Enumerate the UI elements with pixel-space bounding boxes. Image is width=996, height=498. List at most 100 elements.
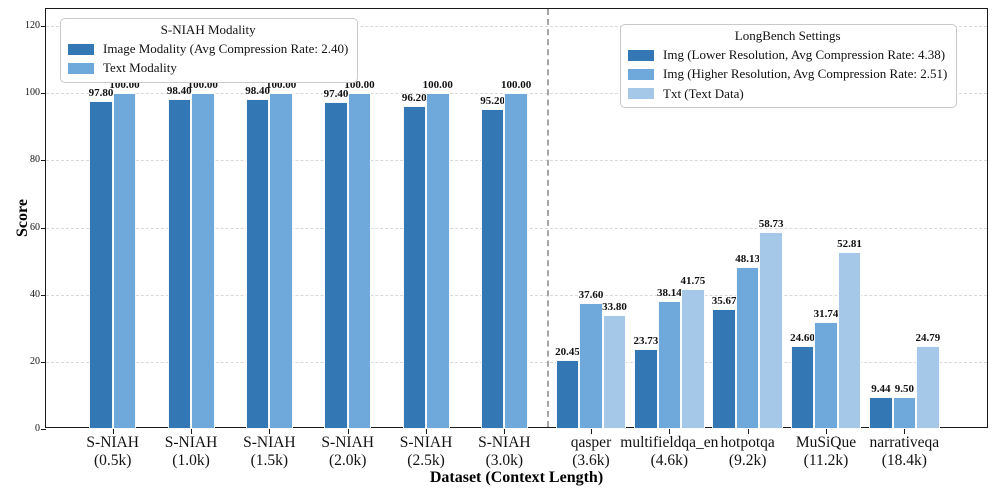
bar-value-label: 100.00 <box>500 79 532 92</box>
bar-value-label: 37.60 <box>578 288 604 301</box>
bar <box>892 397 917 429</box>
y-axis-tick-label: 0 <box>35 423 40 434</box>
bar <box>555 360 580 429</box>
bar-value-label: 20.45 <box>555 346 580 359</box>
legend-entry: Img (Higher Resolution, Avg Compression … <box>628 66 947 82</box>
x-axis-tick <box>504 429 506 434</box>
legend-title: LongBench Settings <box>734 28 841 43</box>
y-axis-tick <box>41 26 46 27</box>
x-axis-tick <box>591 429 592 434</box>
bar <box>347 93 372 429</box>
legend-sniah-modality: S-NIAH Modality Image Modality (Avg Comp… <box>60 18 359 83</box>
bar <box>402 105 427 429</box>
y-axis-tick <box>41 227 46 229</box>
x-axis-category-label: S-NIAH (0.5k) <box>86 434 139 469</box>
x-axis-category-label: hotpotqa (9.2k) <box>720 434 775 469</box>
legend-swatch-text-modality <box>68 62 94 74</box>
bar <box>269 93 293 429</box>
legend-entry: Text Modality <box>68 60 348 76</box>
bar-value-label: 97.40 <box>323 87 349 100</box>
x-axis-category-label: qasper (3.6k) <box>570 434 612 469</box>
bar-value-label: 31.74 <box>813 308 839 321</box>
x-axis-category-label: S-NIAH (2.5k) <box>399 434 453 469</box>
x-axis-tick <box>904 429 906 434</box>
bar <box>480 109 505 429</box>
bar-value-label: 100.00 <box>265 79 297 92</box>
y-axis-tick-label: 100 <box>25 87 40 99</box>
bar <box>191 93 215 429</box>
x-axis-tick <box>669 429 671 434</box>
plot-area: S-NIAH Modality Image Modality (Avg Comp… <box>25 8 988 486</box>
bar-value-label: 52.81 <box>837 237 862 250</box>
legend-longbench-settings: LongBench Settings Img (Lower Resolution… <box>620 24 958 108</box>
bar <box>712 309 736 429</box>
bar-value-label: 58.73 <box>758 217 784 230</box>
legend-swatch-image-modality <box>68 43 94 55</box>
gridline <box>46 26 987 27</box>
x-axis-category-label: S-NIAH (1.5k) <box>243 434 296 469</box>
x-axis-tick <box>269 429 271 434</box>
legend-entry: Image Modality (Avg Compression Rate: 2.… <box>68 41 348 57</box>
bar <box>112 93 137 429</box>
bar <box>504 93 528 429</box>
legend-entry: Img (Lower Resolution, Avg Compression R… <box>628 47 947 63</box>
legend-entry-label: Txt (Text Data) <box>663 85 744 101</box>
bar-value-label: 41.75 <box>680 274 706 287</box>
bar <box>814 322 838 429</box>
bar-value-label: 9.50 <box>894 383 914 396</box>
legend-entry-label: Text Modality <box>103 60 177 76</box>
y-axis-tick <box>41 160 46 162</box>
bar-value-label: 48.13 <box>735 253 761 266</box>
bar-value-label: 38.14 <box>656 286 682 299</box>
y-axis-tick-label: 40 <box>30 288 40 300</box>
bar-value-label: 24.79 <box>915 331 941 344</box>
legend-swatch-img-lower-res <box>628 49 654 61</box>
legend-title: S-NIAH Modality <box>160 22 256 37</box>
bar-value-label: 100.00 <box>344 79 375 92</box>
bar <box>681 288 705 429</box>
bar-value-label: 35.67 <box>711 295 737 308</box>
bar <box>790 346 815 429</box>
bar <box>602 315 627 429</box>
bar <box>324 101 348 429</box>
legend-entry: Txt (Text Data) <box>628 86 947 102</box>
y-axis-tick <box>41 294 46 296</box>
x-axis-category-label: S-NIAH (3.0k) <box>478 434 531 469</box>
section-separator <box>547 9 549 427</box>
y-axis-tick-label: 20 <box>30 355 40 367</box>
y-axis-tick-label: 60 <box>30 221 40 233</box>
legend-entry-label: Image Modality (Avg Compression Rate: 2.… <box>103 41 349 56</box>
x-axis-category-label: S-NIAH (1.0k) <box>164 434 218 469</box>
x-axis-tick <box>112 429 114 434</box>
bar <box>89 100 113 429</box>
x-axis-category-label: narrativeqa (18.4k) <box>869 434 940 469</box>
x-axis-category-label: S-NIAH (2.0k) <box>321 434 374 469</box>
bar <box>916 345 940 429</box>
bar-value-label: 100.00 <box>187 79 218 92</box>
y-axis-tick <box>41 429 46 430</box>
x-axis-category-label: MuSiQue (11.2k) <box>795 434 857 469</box>
bar <box>759 231 783 429</box>
bar-value-label: 96.20 <box>401 91 427 104</box>
x-axis-tick <box>825 429 827 434</box>
bar-value-label: 100.00 <box>422 79 453 92</box>
bar <box>426 93 450 429</box>
x-axis-tick <box>191 429 193 434</box>
legend-swatch-txt-data <box>628 88 654 100</box>
bar-value-label: 9.44 <box>871 383 891 396</box>
bar <box>167 98 192 429</box>
x-axis-category-label: multifieldqa_en (4.6k) <box>620 434 719 469</box>
bar <box>869 397 893 429</box>
bar-value-label: 95.20 <box>480 95 505 108</box>
x-axis-tick <box>747 429 749 434</box>
y-axis-tick <box>41 361 46 363</box>
x-axis-tick <box>426 429 428 434</box>
bar-value-label: 98.40 <box>166 84 192 97</box>
y-axis-tick-label: 80 <box>30 154 40 166</box>
bar-value-label: 97.80 <box>88 86 114 99</box>
x-axis-tick <box>347 429 349 434</box>
legend-swatch-img-higher-res <box>628 68 654 80</box>
bar-value-label: 24.60 <box>790 332 815 345</box>
x-axis-title: Dataset (Context Length) <box>429 469 604 486</box>
